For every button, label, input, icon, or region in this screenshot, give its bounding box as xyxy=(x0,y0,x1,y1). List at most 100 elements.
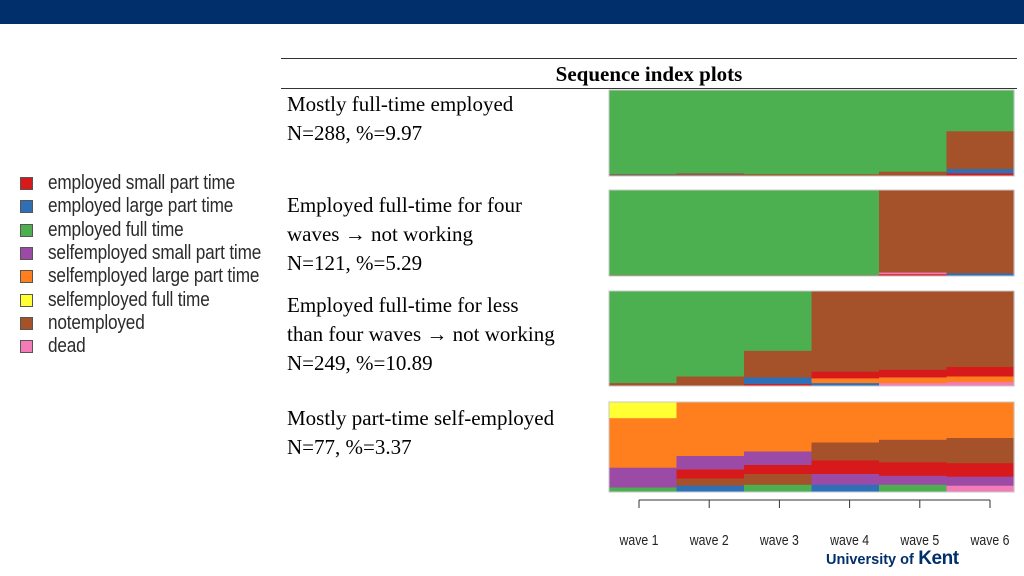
chart-legend: employed small part time employed large p… xyxy=(20,172,296,358)
sequence-segment xyxy=(946,173,1015,177)
sequence-segment xyxy=(609,291,678,384)
sequence-segment xyxy=(946,131,1015,170)
sequence-segment xyxy=(946,291,1015,368)
cluster-2-line-3: N=121, %=5.29 xyxy=(287,251,423,275)
cluster-2-line-2: waves → not working xyxy=(287,222,474,246)
x-tick-label: wave 5 xyxy=(899,532,939,548)
cluster-label-3: Employed full-time for less than four wa… xyxy=(287,291,555,378)
sequence-segment xyxy=(811,484,880,493)
sequence-segment xyxy=(879,475,948,486)
legend-label: selfemployed small part time xyxy=(48,242,262,265)
legend-swatch xyxy=(20,200,33,214)
x-tick-label: wave 1 xyxy=(619,532,659,548)
sequence-segment xyxy=(879,274,948,277)
table-header-rule xyxy=(281,88,1017,89)
sequence-segment xyxy=(676,291,745,377)
cluster-3-line-3: N=249, %=10.89 xyxy=(287,351,433,375)
sequence-segment xyxy=(879,291,948,371)
panel-frame xyxy=(608,290,1015,387)
sequence-segment xyxy=(744,474,813,486)
sequence-segment xyxy=(811,402,880,443)
cluster-4-line-1: Mostly part-time self-employed xyxy=(287,406,555,430)
cluster-4-line-2: N=77, %=3.37 xyxy=(287,435,412,459)
legend-item: notemployed xyxy=(20,312,296,335)
legend-label: employed full time xyxy=(48,218,184,241)
legend-item: selfemployed full time xyxy=(20,288,296,311)
sequence-segment xyxy=(744,484,813,493)
sequence-segment xyxy=(879,190,948,273)
x-tick-label: wave 2 xyxy=(689,532,729,548)
cluster-1-line-1: Mostly full-time employed xyxy=(287,92,514,116)
legend-swatch xyxy=(20,270,33,284)
cluster-label-1: Mostly full-time employed N=288, %=9.97 xyxy=(287,90,513,148)
sequence-segment xyxy=(946,90,1015,132)
panel-frame xyxy=(608,89,1015,177)
sequence-segment xyxy=(609,467,678,488)
sequence-segment xyxy=(609,383,678,387)
legend-label: employed small part time xyxy=(48,172,236,195)
legend-item: selfemployed large part time xyxy=(20,265,296,288)
top-banner xyxy=(0,0,1024,24)
sequence-segment xyxy=(811,442,880,461)
sequence-segment xyxy=(811,190,880,276)
sequence-segment xyxy=(676,402,745,457)
sequence-segment xyxy=(879,377,948,384)
sequence-segment xyxy=(946,438,1015,464)
sequence-segment xyxy=(946,485,1015,493)
sequence-segment xyxy=(811,291,880,373)
sequence-segment xyxy=(744,291,813,352)
sequence-segment xyxy=(879,402,948,441)
sequence-segment xyxy=(744,190,813,276)
sequence-segment xyxy=(609,418,678,469)
sequence-segment xyxy=(879,462,948,477)
legend-label: selfemployed large part time xyxy=(48,265,260,288)
panel-frame xyxy=(608,401,1015,493)
legend-item: employed small part time xyxy=(20,172,296,195)
legend-swatch xyxy=(20,247,33,261)
sequence-segment xyxy=(676,478,745,487)
sequence-segment xyxy=(609,487,678,493)
legend-item: employed large part time xyxy=(20,195,296,218)
sequence-segment xyxy=(811,378,880,384)
sequence-segment xyxy=(811,474,880,486)
logo-name: Kent xyxy=(918,548,959,569)
legend-label: selfemployed full time xyxy=(48,288,210,311)
sequence-segment xyxy=(609,402,678,419)
sequence-segment xyxy=(744,350,813,378)
sequence-segment xyxy=(676,173,745,176)
cluster-3-line-1: Employed full-time for less xyxy=(287,293,519,317)
sequence-segment xyxy=(811,371,880,379)
cluster-1-line-2: N=288, %=9.97 xyxy=(287,121,423,145)
sequence-segment xyxy=(676,469,745,479)
sequence-segment xyxy=(744,465,813,475)
sequence-segment xyxy=(676,376,745,387)
sequence-segment xyxy=(609,90,678,175)
sequence-segment xyxy=(879,439,948,463)
sequence-segment xyxy=(946,463,1015,478)
sequence-segment xyxy=(744,451,813,466)
sequence-segment xyxy=(946,376,1015,383)
sequence-segment xyxy=(609,174,678,176)
cluster-label-4: Mostly part-time self-employed N=77, %=3… xyxy=(287,404,554,462)
legend-item: employed full time xyxy=(20,219,296,242)
sequence-segment xyxy=(811,174,880,177)
sequence-segment xyxy=(946,169,1015,174)
legend-swatch xyxy=(20,340,33,354)
university-logo: University of Kent xyxy=(826,548,959,570)
sequence-segment xyxy=(676,456,745,470)
sequence-segment xyxy=(946,273,1015,277)
legend-label: dead xyxy=(48,335,86,358)
x-tick-label: wave 4 xyxy=(829,532,869,548)
legend-swatch xyxy=(20,316,33,330)
sequence-segment xyxy=(744,402,813,452)
sequence-segment xyxy=(676,90,745,174)
panel-frame xyxy=(608,189,1015,277)
legend-item: dead xyxy=(20,335,296,358)
sequence-segment xyxy=(744,174,813,177)
sequence-segment xyxy=(946,190,1015,274)
sequence-segment xyxy=(811,383,880,387)
sequence-segment xyxy=(879,383,948,387)
sequence-segment xyxy=(946,476,1015,487)
sequence-segment xyxy=(879,484,948,493)
sequence-segment xyxy=(609,190,678,276)
